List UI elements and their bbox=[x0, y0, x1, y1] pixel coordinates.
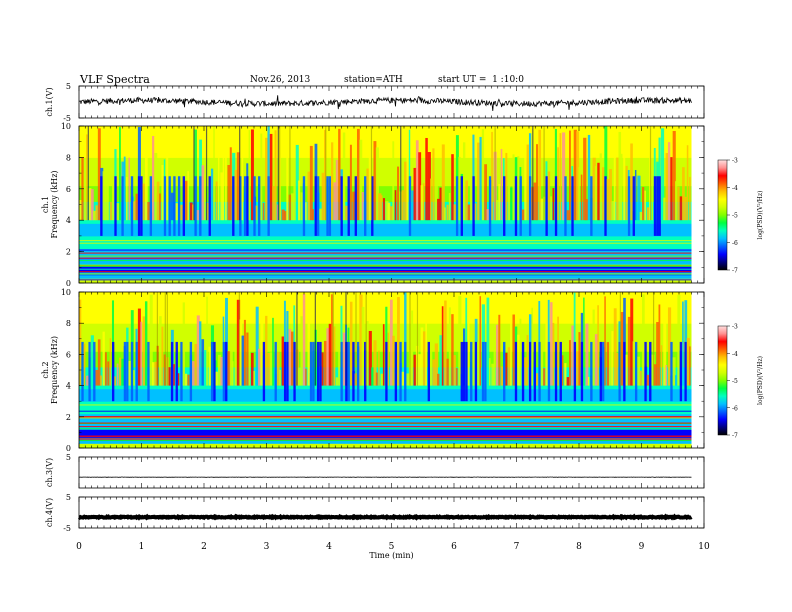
y-tick-label: 2 bbox=[66, 248, 71, 257]
station-label: station=ATH bbox=[344, 75, 403, 85]
colorbar-tick-label: -5 bbox=[732, 213, 738, 220]
x-tick-label: 0 bbox=[76, 542, 82, 552]
y-axis-label: ch.1(V) bbox=[45, 87, 54, 116]
x-tick-label: 4 bbox=[326, 542, 332, 552]
y-axis-channel-label: ch.1 bbox=[41, 196, 50, 213]
y-tick-label: 5 bbox=[66, 493, 71, 502]
waveform-0 bbox=[78, 95, 692, 111]
y-tick-label: 2 bbox=[66, 413, 71, 422]
waveform-4 bbox=[78, 513, 693, 521]
y-axis-label: Frequency (kHz) bbox=[50, 170, 59, 238]
y-tick-label: 5 bbox=[66, 82, 71, 91]
x-axis-label: Time (min) bbox=[369, 551, 413, 560]
y-tick-label: 0 bbox=[66, 444, 71, 453]
colorbar-label: log(PSD)(V²/Hz) bbox=[757, 356, 764, 405]
y-tick-label: 10 bbox=[61, 288, 71, 297]
y-tick-label: -5 bbox=[63, 524, 71, 533]
x-tick-label: 8 bbox=[576, 542, 582, 552]
colorbar-label: log(PSD)(V²/Hz) bbox=[757, 191, 764, 240]
y-tick-label: -5 bbox=[63, 114, 71, 123]
y-axis-label: ch.4(V) bbox=[45, 498, 54, 527]
spectrogram-1 bbox=[79, 126, 692, 284]
y-tick-label: 8 bbox=[66, 153, 71, 162]
y-tick-label: 8 bbox=[66, 319, 71, 328]
colorbar-tick-label: -4 bbox=[732, 351, 738, 358]
colorbar-tick-label: -6 bbox=[732, 240, 738, 247]
y-tick-label: 6 bbox=[66, 185, 71, 194]
spectrogram-2 bbox=[79, 292, 692, 449]
x-tick-label: 6 bbox=[451, 542, 457, 552]
x-tick-label: 7 bbox=[514, 542, 520, 552]
x-tick-label: 3 bbox=[264, 542, 270, 552]
y-tick-label: 10 bbox=[61, 122, 71, 131]
start-ut-label: start UT = 1 :10:0 bbox=[438, 75, 524, 85]
x-tick-label: 1 bbox=[139, 542, 145, 552]
colorbar-tick-label: -6 bbox=[732, 405, 738, 412]
colorbar-tick-label: -7 bbox=[732, 268, 738, 275]
y-axis-label: Frequency (kHz) bbox=[50, 336, 59, 404]
colorbar-tick-label: -3 bbox=[732, 158, 738, 165]
x-tick-label: 9 bbox=[639, 542, 645, 552]
colorbar-tick-label: -3 bbox=[732, 324, 738, 331]
x-tick-label: 10 bbox=[698, 542, 710, 552]
colorbar bbox=[717, 325, 728, 436]
y-axis-label: ch.3(V) bbox=[45, 458, 54, 487]
y-axis-channel-label: ch.2 bbox=[41, 361, 50, 378]
colorbar-tick-label: -7 bbox=[732, 433, 738, 440]
colorbar-tick-label: -5 bbox=[732, 378, 738, 385]
y-tick-label: 6 bbox=[66, 350, 71, 359]
y-tick-label: 0 bbox=[66, 279, 71, 288]
date-label: Nov.26, 2013 bbox=[250, 75, 311, 85]
colorbar-tick-label: -4 bbox=[732, 185, 738, 192]
chart-title: VLF Spectra bbox=[80, 73, 150, 86]
x-tick-label: 5 bbox=[389, 542, 395, 552]
y-tick-label: 5 bbox=[66, 453, 71, 462]
y-tick-label: 4 bbox=[66, 216, 71, 225]
x-tick-label: 2 bbox=[201, 542, 207, 552]
y-tick-label: 4 bbox=[66, 382, 71, 391]
colorbar bbox=[717, 159, 728, 271]
